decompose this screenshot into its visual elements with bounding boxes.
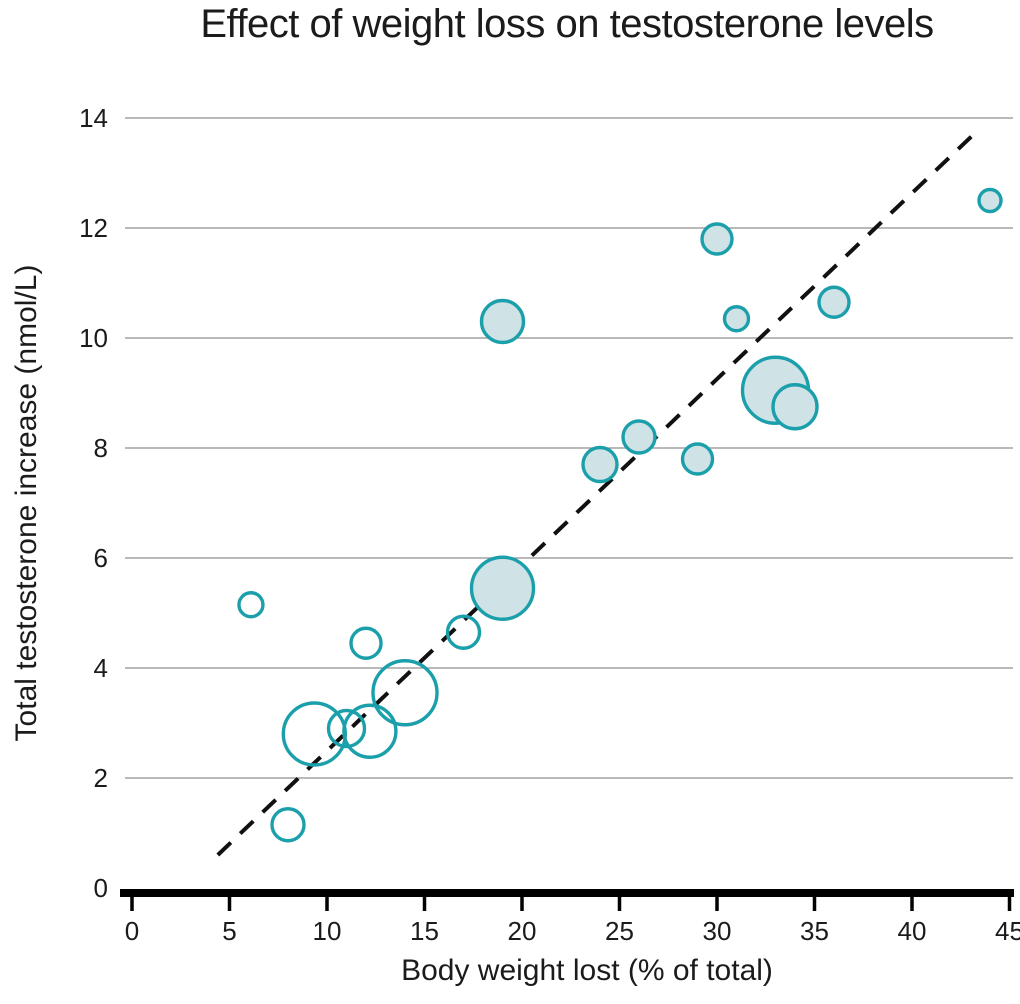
- bubble-filled: [621, 419, 657, 455]
- bubble-open: [445, 614, 482, 650]
- y-tick-label: 14: [79, 103, 108, 133]
- trend-line: [216, 130, 978, 857]
- bubble-filled: [771, 383, 819, 431]
- x-tick-label: 0: [125, 916, 139, 946]
- y-tick-label: 10: [79, 323, 108, 353]
- bubble-open: [371, 659, 439, 727]
- bubble-filled: [680, 442, 715, 476]
- bubble-open: [270, 807, 306, 843]
- x-tick-label: 5: [222, 916, 236, 946]
- bubble-open: [349, 626, 383, 660]
- bubble-open: [326, 708, 367, 749]
- y-tick-label: 12: [79, 213, 108, 243]
- y-tick-label: 6: [94, 543, 108, 573]
- bubble-open: [237, 591, 265, 619]
- y-tick-label: 0: [94, 873, 108, 903]
- y-tick-label: 8: [94, 433, 108, 463]
- x-tick-label: 40: [898, 916, 927, 946]
- x-tick-label: 35: [800, 916, 829, 946]
- bubble-open: [342, 703, 398, 759]
- x-tick-label: 10: [313, 916, 342, 946]
- x-tick-label: 15: [410, 916, 439, 946]
- x-tick-label: 45: [995, 916, 1020, 946]
- y-tick-label: 4: [94, 653, 108, 683]
- bubble-filled: [700, 222, 734, 256]
- x-tick-label: 20: [508, 916, 537, 946]
- bubble-filled: [977, 187, 1003, 214]
- bubble-filled: [722, 305, 751, 333]
- bubble-filled: [581, 445, 619, 484]
- x-tick-label: 25: [605, 916, 634, 946]
- chart-title: Effect of weight loss on testosterone le…: [200, 2, 934, 46]
- bubble-filled: [469, 555, 536, 621]
- bubble-filled: [479, 298, 526, 345]
- x-axis-label: Body weight lost (% of total): [401, 954, 773, 987]
- y-tick-label: 2: [94, 763, 108, 793]
- bubble-filled: [817, 285, 851, 319]
- x-tick-label: 30: [703, 916, 732, 946]
